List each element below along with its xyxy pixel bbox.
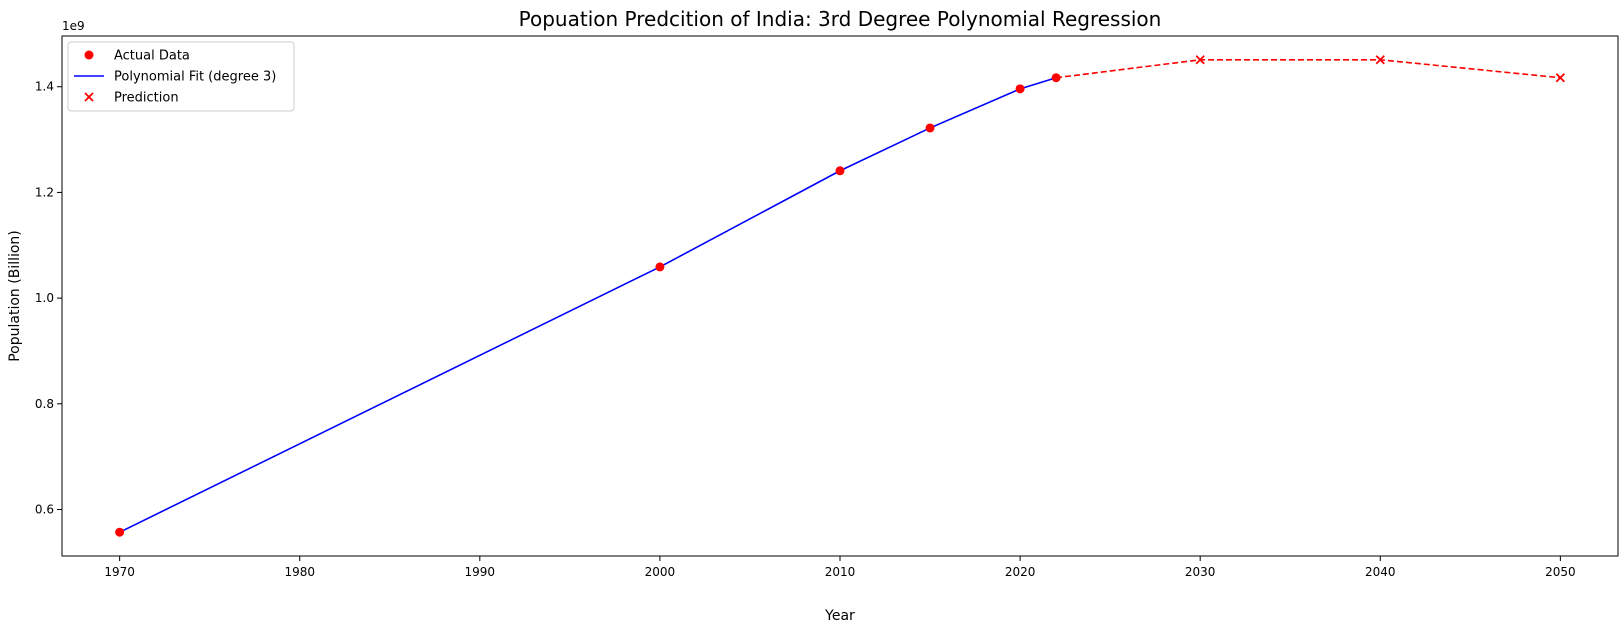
actual-data-point xyxy=(925,123,935,133)
x-tick-label: 1970 xyxy=(104,565,135,579)
x-tick-label: 2050 xyxy=(1545,565,1576,579)
y-tick-label: 0.8 xyxy=(35,397,54,411)
plot-area xyxy=(62,36,1618,556)
legend-entry-label: Polynomial Fit (degree 3) xyxy=(114,70,276,85)
x-tick-label: 2030 xyxy=(1185,565,1216,579)
x-tick-label: 1990 xyxy=(465,565,496,579)
y-offset-text: 1e9 xyxy=(62,19,85,33)
x-axis-label: Year xyxy=(824,608,855,624)
legend-x-swatch xyxy=(84,92,94,102)
actual-data-point xyxy=(835,166,845,176)
chart-title: Popuation Predcition of India: 3rd Degre… xyxy=(519,7,1162,31)
y-axis-label: Population (Billion) xyxy=(7,230,23,362)
legend-entry-label: Actual Data xyxy=(114,49,190,64)
x-tick-label: 1980 xyxy=(284,565,315,579)
prediction-point xyxy=(1375,55,1385,65)
y-tick-label: 0.6 xyxy=(35,502,54,516)
plot-frame xyxy=(61,35,1619,557)
y-tick-label: 1.4 xyxy=(35,80,54,94)
x-tick-label: 2020 xyxy=(1005,565,1036,579)
y-tick-label: 1.0 xyxy=(35,291,54,305)
actual-data-point xyxy=(115,527,125,537)
x-axis: 1970 1980 1990 2000 2010 2020 2030 2040 2050 xyxy=(104,556,1576,579)
legend-entry-label: Prediction xyxy=(114,91,179,106)
actual-data-point xyxy=(1015,84,1025,94)
x-tick-label: 2000 xyxy=(645,565,676,579)
x-tick-label: 2040 xyxy=(1365,565,1396,579)
actual-data-point xyxy=(1051,73,1061,83)
legend-frame xyxy=(67,41,295,112)
legend-circle-swatch xyxy=(84,50,94,60)
y-axis: 0.6 0.8 1.0 1.2 1.4 xyxy=(35,80,62,516)
legend: Actual Data Polynomial Fit (degree 3) Pred… xyxy=(67,41,295,112)
prediction-trend-line xyxy=(1056,58,1561,79)
x-tick-label: 2010 xyxy=(825,565,856,579)
y-tick-label: 1.2 xyxy=(35,185,54,199)
actual-data-point xyxy=(655,262,665,272)
series-layer xyxy=(115,55,1566,537)
polynomial-fit-line xyxy=(119,76,1057,533)
prediction-point xyxy=(1195,55,1205,65)
prediction-point xyxy=(1555,73,1566,83)
